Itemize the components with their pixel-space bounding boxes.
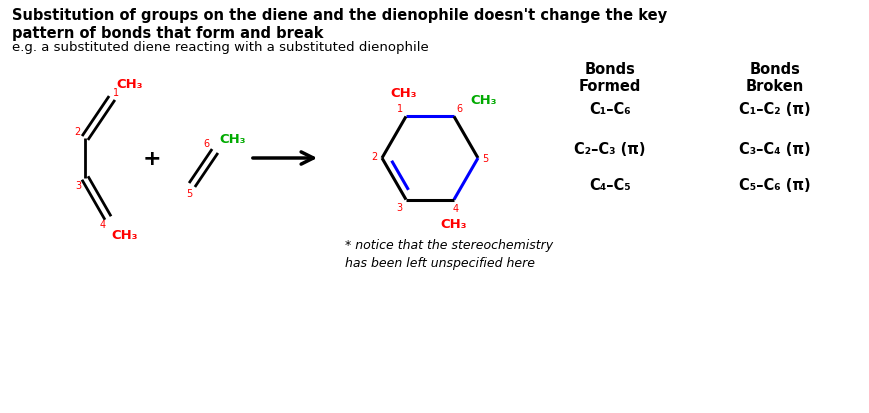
Text: CH₃: CH₃ bbox=[390, 87, 417, 100]
Text: C₁–C₂ (π): C₁–C₂ (π) bbox=[739, 101, 810, 116]
Text: 5: 5 bbox=[186, 189, 192, 199]
Text: 4: 4 bbox=[453, 203, 459, 213]
Text: C₃–C₄ (π): C₃–C₄ (π) bbox=[739, 141, 810, 156]
Text: CH₃: CH₃ bbox=[116, 78, 143, 91]
Text: * notice that the stereochemistry
has been left unspecified here: * notice that the stereochemistry has be… bbox=[345, 238, 553, 269]
Text: 2: 2 bbox=[371, 152, 377, 161]
Text: CH₃: CH₃ bbox=[111, 228, 137, 242]
Text: C₁–C₆: C₁–C₆ bbox=[588, 101, 630, 116]
Text: 3: 3 bbox=[395, 202, 401, 212]
Text: e.g. a substituted diene reacting with a substituted dienophile: e.g. a substituted diene reacting with a… bbox=[12, 41, 428, 54]
Text: 1: 1 bbox=[113, 88, 119, 98]
Text: CH₃: CH₃ bbox=[469, 94, 496, 107]
Text: 1: 1 bbox=[396, 104, 402, 114]
Text: C₄–C₅: C₄–C₅ bbox=[588, 178, 630, 193]
Text: 2: 2 bbox=[75, 127, 81, 137]
Text: 3: 3 bbox=[75, 180, 81, 190]
Text: 6: 6 bbox=[455, 104, 461, 114]
Text: 4: 4 bbox=[100, 219, 106, 230]
Text: C₂–C₃ (π): C₂–C₃ (π) bbox=[574, 141, 645, 156]
Text: Bonds
Broken: Bonds Broken bbox=[745, 62, 803, 94]
Text: CH₃: CH₃ bbox=[219, 133, 245, 146]
Text: C₅–C₆ (π): C₅–C₆ (π) bbox=[739, 178, 810, 193]
Text: 5: 5 bbox=[481, 154, 488, 164]
Text: +: + bbox=[143, 149, 161, 169]
Text: Bonds
Formed: Bonds Formed bbox=[578, 62, 640, 94]
Text: CH₃: CH₃ bbox=[441, 217, 467, 230]
Text: 6: 6 bbox=[203, 139, 209, 149]
Text: Substitution of groups on the diene and the dienophile doesn't change the key
pa: Substitution of groups on the diene and … bbox=[12, 8, 667, 41]
